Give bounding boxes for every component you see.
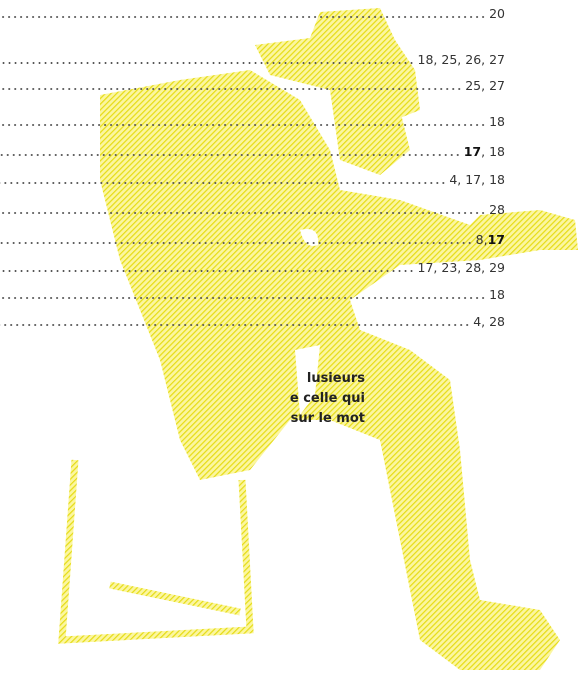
index-entry: 20 <box>0 6 505 21</box>
dot-leader <box>0 16 486 18</box>
dot-leader <box>0 324 470 326</box>
page-number: 4, 17, 18 <box>449 172 505 187</box>
dot-leader <box>0 154 461 156</box>
dot-leader <box>0 270 415 272</box>
guitarist-silhouette <box>0 0 579 681</box>
index-entry: 18, 25, 26, 27 <box>0 52 505 67</box>
page-number: 28 <box>489 202 505 217</box>
note-line: e celle qui <box>0 389 365 409</box>
page-number: 18 <box>489 114 505 129</box>
index-entry: 28 <box>0 202 505 217</box>
dot-leader <box>0 242 473 244</box>
dot-leader <box>0 124 486 126</box>
note-line: sur le mot <box>0 409 365 429</box>
page-number: , 18 <box>481 144 505 159</box>
page-number: 20 <box>489 6 505 21</box>
index-entry: 4, 17, 18 <box>0 172 505 187</box>
index-entry: 17, 23, 28, 29 <box>0 260 505 275</box>
note-line: lusieurs <box>0 369 365 389</box>
index-entry: 25, 27 <box>0 78 505 93</box>
page-number: 8, <box>476 232 488 247</box>
index-entry: 18 <box>0 114 505 129</box>
page-number: 4, 28 <box>473 314 505 329</box>
index-entry: 17, 18 <box>0 144 505 159</box>
page-number: 18 <box>489 287 505 302</box>
page-number: 17 <box>464 144 481 159</box>
dot-leader <box>0 297 486 299</box>
dot-leader <box>0 88 462 90</box>
page-number: 17 <box>488 232 505 247</box>
index-entry: 4, 28 <box>0 314 505 329</box>
index-entry: 8, 17 <box>0 232 505 247</box>
dot-leader <box>0 212 486 214</box>
dot-leader <box>0 182 446 184</box>
silhouette <box>100 8 578 670</box>
dot-leader <box>0 62 415 64</box>
page-number: 18, 25, 26, 27 <box>418 52 505 67</box>
index-entry: 18 <box>0 287 505 302</box>
page: 2018, 25, 26, 2725, 271817, 184, 17, 182… <box>0 0 579 681</box>
page-number: 25, 27 <box>465 78 505 93</box>
page-number: 17, 23, 28, 29 <box>418 260 505 275</box>
